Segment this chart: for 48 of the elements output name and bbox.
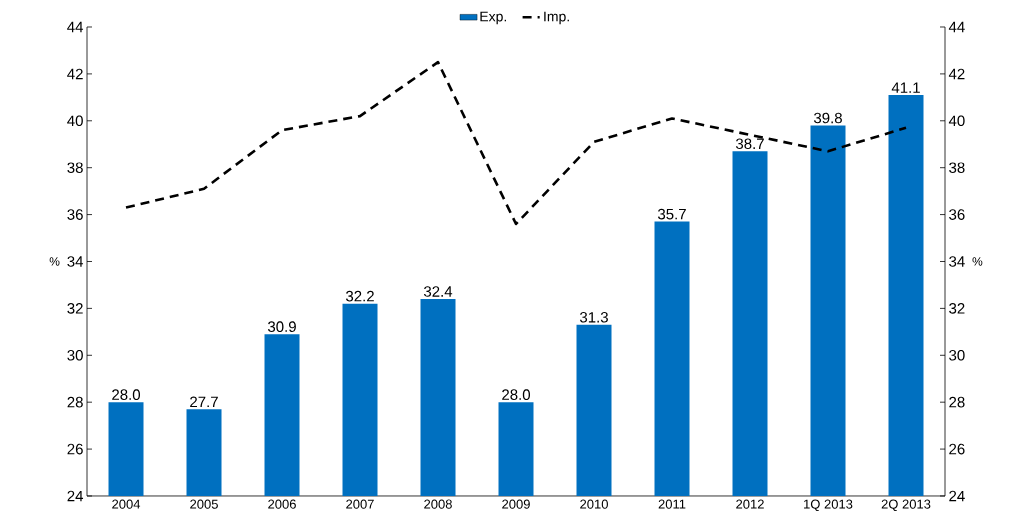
- data-label: 28.0: [502, 389, 531, 400]
- y2-tick-label: 28: [949, 396, 965, 408]
- y2-tick-label: 30: [949, 349, 965, 361]
- y2-tick-label: 26: [949, 443, 965, 455]
- y-tick-label: 28: [67, 396, 83, 408]
- data-label: 35.7: [657, 208, 686, 220]
- data-label: 30.9: [267, 321, 296, 332]
- y2-tick-label: 36: [949, 209, 965, 220]
- x-tick-label: 2004: [112, 499, 141, 509]
- data-label: 32.4: [423, 286, 453, 297]
- y-tick-label: 42: [67, 68, 83, 80]
- x-tick-label: 2008: [424, 499, 452, 509]
- data-label: 38.7: [735, 138, 764, 150]
- data-label: 32.2: [345, 290, 374, 302]
- y-tick-label: 40: [67, 115, 83, 127]
- legend-label: Imp.: [544, 11, 569, 25]
- y-tick-label: 34: [67, 256, 84, 267]
- legend-label: Exp.: [480, 11, 507, 25]
- data-label: 39.8: [813, 112, 842, 124]
- x-tick-label: 2010: [580, 499, 608, 509]
- x-tick-label: 2005: [190, 499, 218, 509]
- x-tick-label: 2007: [346, 499, 374, 509]
- x-tick-label: 2006: [268, 499, 296, 509]
- data-label: 27.7: [190, 396, 218, 408]
- y2-tick-label: 34: [949, 256, 965, 267]
- data-label: 31.3: [579, 311, 608, 323]
- y2-tick-label: 40: [948, 115, 965, 127]
- x-tick-label: 2Q 2013: [881, 499, 931, 512]
- y2-axis-title: %: [972, 257, 983, 266]
- y-tick-label: 38: [67, 162, 83, 173]
- y-tick-label: 36: [67, 209, 83, 220]
- x-tick-label: 2009: [502, 499, 530, 509]
- y-tick-label: 44: [67, 21, 84, 33]
- y2-tick-label: 24: [949, 490, 965, 502]
- y2-tick-label: 44: [948, 21, 965, 33]
- x-tick-label: 2011: [658, 499, 686, 509]
- x-tick-label: 2012: [736, 499, 764, 509]
- data-label: 41.1: [891, 82, 920, 93]
- x-tick-label: 1Q 2013: [804, 499, 853, 512]
- y-tick-label: 32: [67, 303, 83, 314]
- y-tick-label: 26: [67, 443, 83, 455]
- y2-tick-label: 42: [948, 68, 965, 80]
- y2-tick-label: 32: [949, 303, 965, 314]
- y2-tick-label: 38: [949, 162, 965, 173]
- y-tick-label: 30: [67, 349, 83, 361]
- y-tick-label: 24: [67, 490, 84, 502]
- y-axis-title: %: [49, 257, 60, 266]
- data-label: 28.0: [112, 389, 141, 400]
